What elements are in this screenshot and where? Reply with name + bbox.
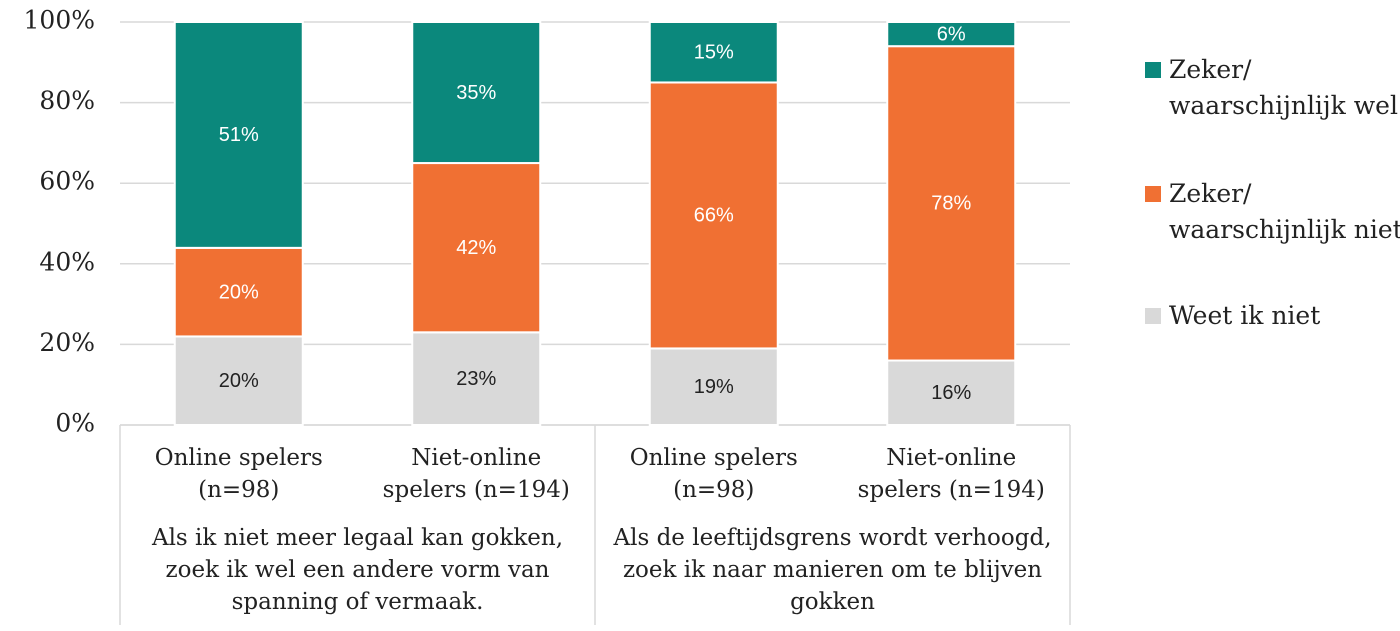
legend-swatch <box>1145 186 1161 202</box>
x-tick-label: Online spelers (n=98) <box>154 445 323 503</box>
data-label: 15% <box>694 42 734 64</box>
legend-label: Zeker/ waarschijnlijk wel <box>1169 55 1398 120</box>
bar-segment <box>648 347 779 426</box>
legend-swatch <box>1145 62 1161 78</box>
data-label: 19% <box>694 376 734 398</box>
y-tick-label: 0% <box>55 409 95 438</box>
bar-segment <box>173 21 304 249</box>
bar-segment <box>886 359 1017 426</box>
bar-segment <box>173 335 304 426</box>
legend-label: Weet ik niet <box>1169 301 1321 330</box>
bar-segment <box>411 331 542 426</box>
bar-segment <box>648 81 779 350</box>
group-label: Als de leeftijdsgrens wordt verhoogd, zo… <box>613 525 1052 615</box>
group-label: Als ik niet meer legaal kan gokken, zoek… <box>151 525 564 615</box>
data-label: 78% <box>931 193 971 215</box>
y-tick-label: 20% <box>39 328 95 357</box>
data-label: 66% <box>694 205 734 227</box>
y-tick-label: 60% <box>39 167 95 196</box>
data-label: 6% <box>937 23 966 45</box>
x-tick-label: Online spelers (n=98) <box>629 445 798 503</box>
legend-item: Zeker/ waarschijnlijk wel <box>1145 52 1400 124</box>
bar-segment <box>411 162 542 334</box>
bar-segment <box>411 21 542 165</box>
data-label: 51% <box>219 124 259 146</box>
data-label: 23% <box>456 368 496 390</box>
y-tick-label: 100% <box>24 6 95 35</box>
x-tick-label: Niet-online spelers (n=194) <box>382 445 570 503</box>
data-label: 20% <box>219 281 259 303</box>
data-label: 42% <box>456 237 496 259</box>
data-label: 35% <box>456 82 496 104</box>
y-tick-label: 40% <box>39 247 95 276</box>
bar-segment <box>648 21 779 84</box>
data-label: 20% <box>219 370 259 392</box>
legend-item: Zeker/ waarschijnlijk niet <box>1145 176 1400 248</box>
x-tick-label: Niet-online spelers (n=194) <box>857 445 1045 503</box>
legend-swatch <box>1145 308 1161 324</box>
bar-segment <box>886 21 1017 48</box>
legend-item: Weet ik niet <box>1145 298 1400 334</box>
y-tick-label: 80% <box>39 86 95 115</box>
legend-label: Zeker/ waarschijnlijk niet <box>1169 179 1400 244</box>
data-label: 16% <box>931 382 971 404</box>
